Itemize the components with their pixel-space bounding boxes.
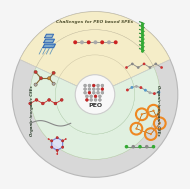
Circle shape bbox=[138, 145, 142, 149]
Circle shape bbox=[94, 95, 97, 98]
Circle shape bbox=[152, 110, 155, 112]
Circle shape bbox=[48, 98, 51, 101]
Circle shape bbox=[144, 89, 147, 92]
Circle shape bbox=[56, 136, 58, 139]
Circle shape bbox=[73, 40, 77, 44]
Circle shape bbox=[52, 71, 55, 74]
Circle shape bbox=[86, 95, 88, 98]
Polygon shape bbox=[43, 44, 55, 48]
Circle shape bbox=[84, 84, 86, 87]
Circle shape bbox=[125, 145, 128, 149]
Circle shape bbox=[139, 86, 142, 89]
Circle shape bbox=[93, 40, 97, 44]
Polygon shape bbox=[45, 34, 54, 38]
Circle shape bbox=[88, 91, 91, 94]
Circle shape bbox=[100, 40, 104, 44]
Circle shape bbox=[97, 84, 100, 87]
Circle shape bbox=[135, 85, 138, 88]
Circle shape bbox=[101, 88, 104, 91]
Circle shape bbox=[92, 84, 95, 87]
Circle shape bbox=[34, 70, 37, 74]
Circle shape bbox=[80, 40, 84, 44]
Circle shape bbox=[56, 149, 58, 151]
Circle shape bbox=[137, 66, 139, 69]
Circle shape bbox=[84, 88, 86, 91]
Circle shape bbox=[48, 138, 50, 140]
Circle shape bbox=[131, 145, 135, 149]
Circle shape bbox=[101, 84, 104, 87]
Circle shape bbox=[88, 84, 91, 87]
Circle shape bbox=[150, 133, 152, 135]
Circle shape bbox=[88, 88, 91, 91]
Circle shape bbox=[54, 102, 57, 105]
Circle shape bbox=[86, 98, 88, 101]
Circle shape bbox=[90, 95, 93, 98]
Polygon shape bbox=[44, 39, 55, 43]
Wedge shape bbox=[30, 67, 160, 159]
Circle shape bbox=[92, 91, 95, 94]
Circle shape bbox=[92, 88, 95, 91]
Circle shape bbox=[60, 98, 63, 101]
Circle shape bbox=[143, 63, 145, 65]
Circle shape bbox=[34, 83, 37, 86]
Circle shape bbox=[12, 12, 178, 177]
Circle shape bbox=[101, 91, 104, 94]
Text: Organic-inorganic CSEs: Organic-inorganic CSEs bbox=[156, 85, 160, 136]
Circle shape bbox=[98, 95, 101, 98]
Wedge shape bbox=[59, 55, 131, 94]
Circle shape bbox=[48, 77, 51, 80]
Circle shape bbox=[135, 128, 138, 130]
Circle shape bbox=[98, 98, 101, 101]
Wedge shape bbox=[55, 78, 135, 134]
Circle shape bbox=[159, 122, 161, 124]
Text: Organic-inorganic CSEs: Organic-inorganic CSEs bbox=[30, 85, 34, 136]
Circle shape bbox=[41, 102, 44, 105]
Text: Challenges for PEO based SPEs: Challenges for PEO based SPEs bbox=[56, 20, 134, 24]
Circle shape bbox=[160, 66, 163, 69]
Polygon shape bbox=[52, 138, 63, 150]
Circle shape bbox=[29, 102, 32, 105]
Circle shape bbox=[107, 40, 111, 44]
Circle shape bbox=[62, 140, 64, 142]
Circle shape bbox=[114, 40, 118, 44]
Circle shape bbox=[148, 91, 151, 94]
Circle shape bbox=[97, 91, 100, 94]
Circle shape bbox=[90, 98, 93, 101]
Circle shape bbox=[154, 63, 157, 65]
Circle shape bbox=[51, 140, 53, 142]
Circle shape bbox=[39, 77, 43, 80]
Circle shape bbox=[84, 91, 86, 94]
Text: PEO: PEO bbox=[88, 103, 102, 108]
Circle shape bbox=[94, 98, 97, 101]
Circle shape bbox=[97, 88, 100, 91]
Circle shape bbox=[62, 146, 64, 148]
Circle shape bbox=[56, 153, 58, 155]
Circle shape bbox=[152, 145, 155, 149]
Wedge shape bbox=[20, 12, 170, 67]
Circle shape bbox=[158, 91, 160, 94]
Circle shape bbox=[126, 89, 129, 91]
Circle shape bbox=[145, 145, 149, 149]
Circle shape bbox=[75, 75, 115, 114]
Circle shape bbox=[65, 138, 67, 140]
Circle shape bbox=[131, 86, 133, 89]
Circle shape bbox=[153, 92, 156, 95]
Circle shape bbox=[52, 82, 55, 85]
Circle shape bbox=[35, 98, 38, 101]
Circle shape bbox=[30, 30, 160, 159]
Circle shape bbox=[51, 146, 53, 148]
Circle shape bbox=[131, 63, 134, 65]
Circle shape bbox=[125, 66, 128, 69]
Circle shape bbox=[141, 113, 143, 115]
Circle shape bbox=[87, 40, 91, 44]
Circle shape bbox=[149, 66, 151, 69]
